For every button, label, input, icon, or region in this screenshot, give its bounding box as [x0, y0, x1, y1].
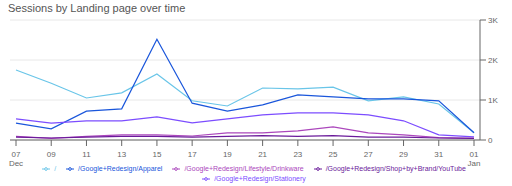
svg-text:29: 29 — [399, 150, 408, 159]
svg-text:17: 17 — [188, 150, 197, 159]
svg-text:3K: 3K — [488, 16, 498, 25]
html-text:/Google+Redesign/Apparel: /Google+Redesign/Apparel — [78, 165, 163, 172]
svg-text:15: 15 — [152, 150, 161, 159]
svg-text:13: 13 — [117, 150, 126, 159]
svg-text:23: 23 — [293, 150, 302, 159]
html-text:/Google+Redesign/Stationery: /Google+Redesign/Stationery — [214, 175, 306, 182]
svg-text:27: 27 — [364, 150, 373, 159]
svg-text:09: 09 — [47, 150, 56, 159]
svg-text:2K: 2K — [488, 56, 498, 65]
svg-text:0: 0 — [488, 136, 493, 145]
svg-text:19: 19 — [223, 150, 232, 159]
svg-text:01Jan: 01Jan — [468, 150, 481, 168]
svg-text:11: 11 — [82, 150, 91, 159]
svg-text:31: 31 — [434, 150, 443, 159]
html-text:/Google+Redesign/Shop+by+Brand: /Google+Redesign/Shop+by+Brand/YouTube — [325, 165, 466, 172]
svg-text:07Dec: 07Dec — [9, 150, 23, 168]
svg-text:25: 25 — [329, 150, 338, 159]
html-text:Sessions by Landing page over: Sessions by Landing page over time — [8, 2, 186, 14]
svg-text:1K: 1K — [488, 96, 498, 105]
html-text:/Google+Redesign/Lifestyle/Dri: /Google+Redesign/Lifestyle/Drinkware — [184, 165, 304, 172]
svg-text:21: 21 — [258, 150, 267, 159]
